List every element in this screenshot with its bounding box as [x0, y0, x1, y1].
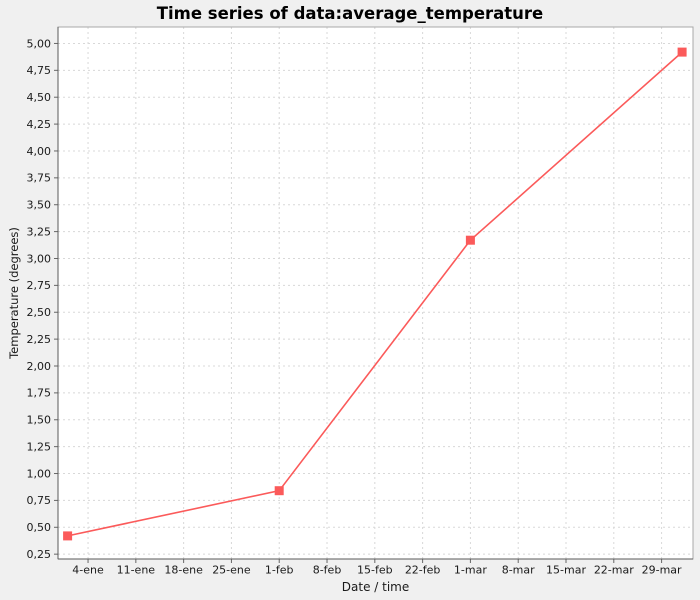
y-tick-label: 4,75	[27, 64, 52, 77]
y-tick-label: 0,25	[27, 548, 52, 561]
plot-area	[58, 27, 693, 559]
y-tick-label: 4,25	[27, 118, 52, 131]
y-tick-label: 1,75	[27, 387, 52, 400]
y-axis-title: Temperature (degrees)	[7, 227, 21, 359]
x-tick-label: 4-ene	[72, 564, 104, 577]
y-tick-label: 5,00	[27, 37, 52, 50]
data-point-marker	[63, 531, 73, 541]
y-tick-label: 0,75	[27, 494, 52, 507]
y-tick-label: 0,50	[27, 521, 52, 534]
y-tick-label: 1,25	[27, 440, 52, 453]
data-point-marker	[677, 47, 687, 57]
x-tick-label: 1-feb	[265, 564, 294, 577]
series-line	[67, 51, 683, 537]
y-tick-label: 3,25	[27, 225, 52, 238]
y-tick-label: 1,50	[27, 414, 52, 427]
x-tick-label: 22-mar	[594, 564, 634, 577]
data-point-marker	[465, 235, 475, 245]
x-tick-label: 1-mar	[454, 564, 487, 577]
x-tick-label: 11-ene	[117, 564, 156, 577]
y-tick-label: 2,50	[27, 306, 52, 319]
y-tick-label: 2,75	[27, 279, 52, 292]
x-tick-label: 18-ene	[164, 564, 203, 577]
chart-title: Time series of data:average_temperature	[156, 4, 544, 23]
x-tick-label: 25-ene	[212, 564, 251, 577]
x-tick-label: 8-feb	[313, 564, 342, 577]
x-tick-label: 29-mar	[642, 564, 682, 577]
x-tick-label: 15-mar	[546, 564, 586, 577]
x-tick-label: 15-feb	[357, 564, 393, 577]
x-tick-label: 8-mar	[502, 564, 535, 577]
x-axis-title: Date / time	[341, 580, 410, 594]
y-tick-label: 2,25	[27, 333, 52, 346]
y-tick-label: 4,50	[27, 91, 52, 104]
y-tick-label: 3,50	[27, 199, 52, 212]
y-tick-label: 3,00	[27, 252, 52, 265]
data-point-marker	[274, 486, 284, 496]
y-tick-label: 3,75	[27, 172, 52, 185]
y-tick-label: 1,00	[27, 467, 52, 480]
y-tick-label: 4,00	[27, 145, 52, 158]
y-tick-label: 2,00	[27, 360, 52, 373]
x-tick-label: 22-feb	[405, 564, 441, 577]
